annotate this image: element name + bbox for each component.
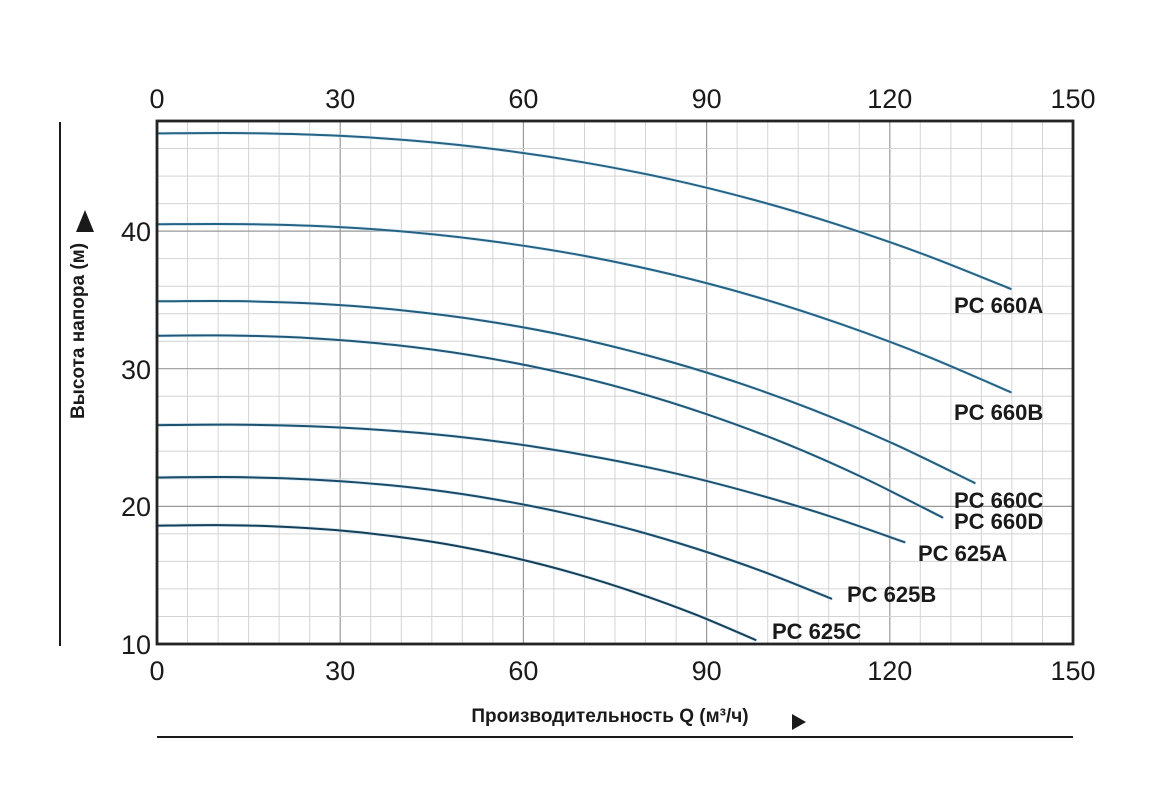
svg-text:40: 40: [121, 217, 151, 247]
svg-text:150: 150: [1050, 84, 1095, 114]
svg-text:PC 660D: PC 660D: [954, 509, 1043, 534]
svg-text:0: 0: [149, 656, 164, 686]
svg-text:60: 60: [508, 656, 538, 686]
svg-text:90: 90: [692, 656, 722, 686]
svg-text:30: 30: [325, 656, 355, 686]
svg-text:PC 625C: PC 625C: [772, 619, 861, 644]
svg-text:PC 625B: PC 625B: [847, 582, 936, 607]
svg-text:120: 120: [867, 84, 912, 114]
svg-text:PC 660B: PC 660B: [954, 400, 1043, 425]
svg-text:10: 10: [121, 630, 151, 660]
svg-text:20: 20: [121, 492, 151, 522]
svg-text:PC 625A: PC 625A: [918, 541, 1007, 566]
svg-text:30: 30: [325, 84, 355, 114]
svg-text:90: 90: [692, 84, 722, 114]
svg-text:30: 30: [121, 355, 151, 385]
svg-text:Высота напора (м): Высота напора (м): [68, 243, 89, 419]
svg-text:150: 150: [1050, 656, 1095, 686]
svg-text:Производительность Q (м³/ч): Производительность Q (м³/ч): [471, 706, 748, 727]
svg-text:120: 120: [867, 656, 912, 686]
svg-text:PC 660A: PC 660A: [954, 293, 1043, 318]
svg-text:0: 0: [149, 84, 164, 114]
svg-text:60: 60: [508, 84, 538, 114]
